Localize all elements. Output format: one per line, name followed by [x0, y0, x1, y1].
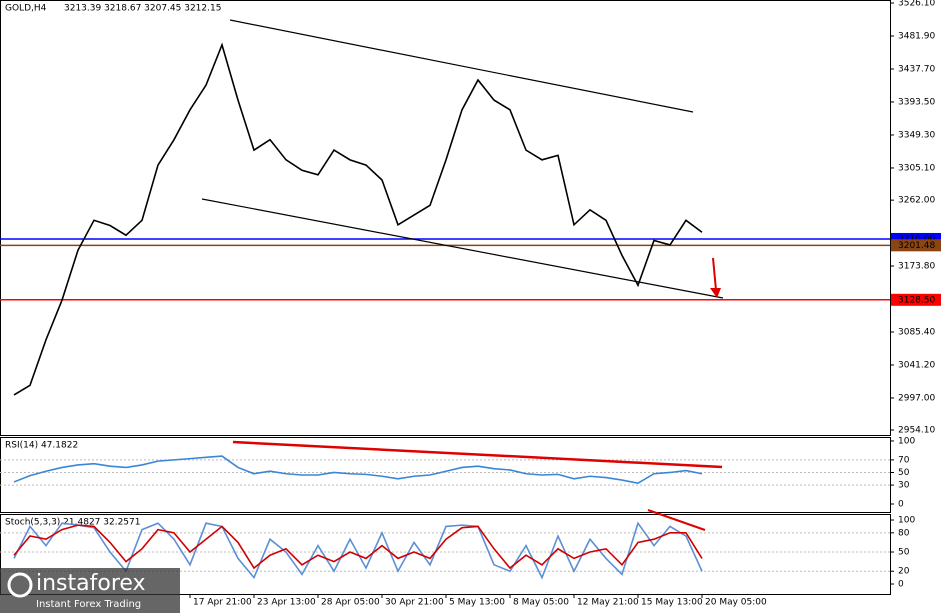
- y-tick-label: 0: [898, 580, 904, 590]
- x-tick-label: 17 Apr 21:00: [193, 598, 252, 608]
- x-tick-label: 20 May 05:00: [705, 598, 767, 608]
- y-tick-label: 3437.70: [898, 64, 935, 74]
- level-box: [891, 239, 941, 252]
- x-tick-label: 28 Apr 05:00: [321, 598, 380, 608]
- logo-tagline: Instant Forex Trading: [36, 599, 141, 610]
- y-tick-label: 20: [898, 567, 910, 577]
- y-tick-label: 0: [898, 499, 904, 509]
- panel-title: Stoch(5,3,3) 21.4827 32.2571: [5, 518, 140, 528]
- x-tick-label: 23 Apr 13:00: [257, 598, 316, 608]
- level-label: 3201.48: [898, 241, 935, 251]
- y-tick-label: 3305.10: [898, 163, 935, 173]
- series-line: [13, 524, 703, 570]
- series-line: [13, 42, 703, 396]
- logo-name: instaforex: [36, 571, 146, 596]
- x-tick-label: 8 May 05:00: [513, 598, 569, 608]
- y-tick-label: 100: [898, 516, 915, 526]
- arrow: [712, 257, 717, 291]
- channel-lower: [201, 198, 724, 299]
- y-tick-label: 50: [898, 468, 910, 478]
- y-tick-label: 2997.00: [898, 393, 935, 403]
- ohlc-text: 3213.39 3218.67 3207.45 3212.15: [64, 4, 221, 14]
- panel-frame: [0, 0, 891, 436]
- logo-icon: [7, 572, 33, 598]
- y-tick-label: 3349.30: [898, 130, 935, 140]
- logo: instaforex Instant Forex Trading: [0, 568, 180, 613]
- x-tick-label: 15 May 13:00: [641, 598, 703, 608]
- y-tick-label: 100: [898, 436, 915, 446]
- arrow-head: [710, 288, 721, 298]
- y-tick-label: 3173.80: [898, 261, 935, 271]
- y-tick-label: 50: [898, 548, 910, 558]
- channel-upper: [229, 19, 694, 113]
- y-tick-label: 80: [898, 528, 910, 538]
- series-line: [13, 455, 703, 485]
- level-label: 3128.50: [898, 295, 935, 305]
- y-tick-label: 2954.10: [898, 425, 935, 435]
- x-tick-label: 30 Apr 21:00: [385, 598, 444, 608]
- x-tick-label: 12 May 21:00: [577, 598, 639, 608]
- y-tick-label: 3526.10: [898, 0, 935, 8]
- rsi-trendline: [232, 440, 723, 469]
- x-tick-label: 5 May 13:00: [449, 598, 505, 608]
- y-tick-label: 3085.40: [898, 327, 935, 337]
- panel-title: RSI(14) 47.1822: [5, 441, 78, 451]
- panel-frame: [0, 437, 891, 513]
- y-tick-label: 70: [898, 455, 910, 465]
- series-line: [13, 521, 703, 580]
- panel-title: GOLD,H4: [5, 4, 47, 14]
- stoch-trendline: [647, 509, 706, 531]
- y-tick-label: 3262.00: [898, 196, 935, 206]
- y-tick-label: 3393.50: [898, 97, 935, 107]
- level-box: [891, 293, 941, 306]
- y-tick-label: 3481.90: [898, 31, 935, 41]
- y-tick-label: 3041.20: [898, 360, 935, 370]
- y-tick-label: 30: [898, 481, 910, 491]
- panel-frame: [0, 514, 891, 595]
